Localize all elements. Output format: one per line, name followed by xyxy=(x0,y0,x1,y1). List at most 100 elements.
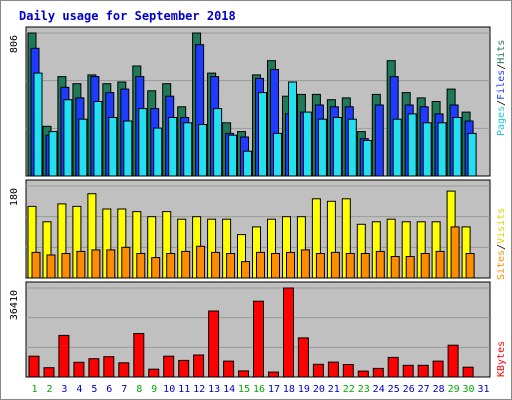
legend-part: Pages xyxy=(496,106,507,136)
x-tick-label-day-22: 22 xyxy=(343,384,355,395)
bar-pages-day-18 xyxy=(288,81,297,177)
panel-middle-ytick-label: 180 xyxy=(9,188,20,206)
bar-sites-day-19 xyxy=(300,249,310,279)
bar-pages-day-12 xyxy=(198,124,208,177)
bar-pages-day-11 xyxy=(183,122,193,177)
bar-kbytes-day-17 xyxy=(268,371,279,378)
bar-pages-day-7 xyxy=(123,120,133,177)
bar-pages-day-16 xyxy=(258,92,267,177)
bar-kbytes-day-4 xyxy=(73,361,85,378)
x-tick-label-day-10: 10 xyxy=(163,384,175,395)
bar-pages-day-27 xyxy=(422,122,432,177)
bar-kbytes-day-21 xyxy=(327,361,339,378)
bar-pages-day-29 xyxy=(452,117,462,177)
legend-part: / xyxy=(496,244,507,250)
legend-part: KBytes xyxy=(496,341,507,377)
bar-kbytes-day-9 xyxy=(148,368,160,378)
x-tick-label-day-7: 7 xyxy=(121,384,127,395)
bar-kbytes-day-7 xyxy=(118,362,130,378)
bar-sites-day-9 xyxy=(151,257,161,279)
x-tick-label-day-26: 26 xyxy=(403,384,415,395)
bar-kbytes-day-28 xyxy=(432,360,444,378)
bar-kbytes-day-27 xyxy=(417,364,429,378)
bar-sites-day-14 xyxy=(226,253,236,279)
bar-pages-day-23 xyxy=(362,140,372,177)
x-tick-label-day-9: 9 xyxy=(151,384,157,395)
bar-pages-day-20 xyxy=(317,118,327,177)
legend-part: Sites xyxy=(496,250,507,280)
bar-kbytes-day-18 xyxy=(283,287,294,378)
bar-sites-day-20 xyxy=(315,253,325,279)
bar-kbytes-day-23 xyxy=(357,370,369,378)
bar-sites-day-30 xyxy=(465,253,475,279)
bar-pages-day-3 xyxy=(63,99,73,177)
x-tick-label-day-19: 19 xyxy=(298,384,310,395)
x-tick-label-day-25: 25 xyxy=(388,384,400,395)
x-tick-label-day-23: 23 xyxy=(358,384,370,395)
chart-title: Daily usage for September 2018 xyxy=(19,9,236,23)
bar-sites-day-11 xyxy=(181,250,191,279)
x-tick-label-day-14: 14 xyxy=(223,384,235,395)
bar-pages-day-1 xyxy=(33,72,43,177)
bar-sites-day-3 xyxy=(61,253,71,279)
bar-kbytes-day-8 xyxy=(133,333,145,378)
bar-pages-day-22 xyxy=(347,118,357,177)
bar-files-day-24 xyxy=(374,104,384,177)
bar-sites-day-26 xyxy=(405,256,415,279)
bar-sites-day-18 xyxy=(286,251,295,279)
x-tick-label-day-4: 4 xyxy=(76,384,82,395)
bar-kbytes-day-22 xyxy=(342,364,354,378)
bar-kbytes-day-15 xyxy=(238,370,249,378)
x-tick-label-day-11: 11 xyxy=(178,384,190,395)
bar-kbytes-day-29 xyxy=(447,344,459,378)
x-tick-label-day-2: 2 xyxy=(46,384,52,395)
bar-sites-day-10 xyxy=(166,253,176,279)
bar-sites-day-23 xyxy=(360,253,370,279)
panel-top-ytick-label: 806 xyxy=(9,35,20,53)
bar-pages-day-9 xyxy=(153,127,163,177)
x-tick-label-day-29: 29 xyxy=(448,384,460,395)
bar-sites-day-27 xyxy=(420,253,430,279)
x-tick-label-day-18: 18 xyxy=(283,384,295,395)
bar-kbytes-day-25 xyxy=(387,356,399,378)
bar-sites-day-13 xyxy=(211,251,221,279)
x-tick-label-day-21: 21 xyxy=(328,384,340,395)
bar-pages-day-26 xyxy=(407,113,417,177)
bar-sites-day-5 xyxy=(91,249,101,279)
x-tick-label-day-16: 16 xyxy=(253,384,265,395)
panel-bottom-ytick-label: 36410 xyxy=(9,290,20,320)
x-tick-label-day-20: 20 xyxy=(313,384,325,395)
bar-kbytes-day-26 xyxy=(402,364,414,378)
x-tick-label-day-15: 15 xyxy=(238,384,250,395)
bar-kbytes-day-10 xyxy=(163,355,175,378)
bar-sites-day-4 xyxy=(76,250,86,279)
x-tick-label-day-1: 1 xyxy=(31,384,37,395)
bar-pages-day-30 xyxy=(467,132,477,177)
bar-pages-day-17 xyxy=(273,132,282,177)
bar-kbytes-day-30 xyxy=(462,366,474,378)
bar-pages-day-6 xyxy=(108,117,118,177)
bar-sites-day-25 xyxy=(390,256,400,279)
bar-pages-day-15 xyxy=(243,150,252,177)
legend-top: Pages/Files/Hits xyxy=(496,40,507,136)
bar-sites-day-2 xyxy=(46,254,56,279)
legend-part: Hits xyxy=(496,40,507,64)
bar-kbytes-day-12 xyxy=(193,354,205,378)
bar-kbytes-day-13 xyxy=(208,310,220,378)
x-tick-label-day-5: 5 xyxy=(91,384,97,395)
bar-sites-day-29 xyxy=(450,226,460,279)
x-tick-label-day-8: 8 xyxy=(136,384,142,395)
x-tick-label-day-6: 6 xyxy=(106,384,112,395)
bar-kbytes-day-24 xyxy=(372,367,384,378)
bar-kbytes-day-2 xyxy=(43,367,55,378)
bar-kbytes-day-6 xyxy=(103,356,115,378)
bar-sites-day-7 xyxy=(121,246,131,279)
bar-sites-day-17 xyxy=(271,253,280,279)
bar-kbytes-day-3 xyxy=(58,334,70,378)
x-tick-label-day-3: 3 xyxy=(61,384,67,395)
bar-sites-day-22 xyxy=(345,253,355,279)
bar-kbytes-day-1 xyxy=(28,355,40,378)
x-tick-label-day-27: 27 xyxy=(418,384,430,395)
bar-kbytes-day-11 xyxy=(178,359,190,378)
